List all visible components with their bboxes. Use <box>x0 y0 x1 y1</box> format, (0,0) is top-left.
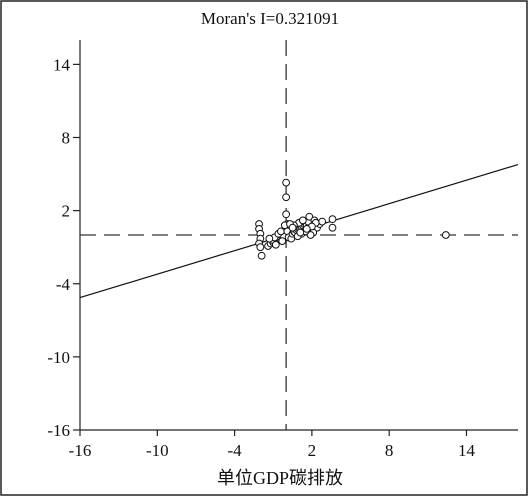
data-point <box>282 178 291 187</box>
x-tick-label: 8 <box>385 441 394 460</box>
x-tick-label: -16 <box>69 441 92 460</box>
data-point <box>282 210 291 219</box>
data-point <box>441 231 450 239</box>
y-tick-label: 8 <box>62 129 71 148</box>
data-point <box>282 193 291 202</box>
x-tick-label: -10 <box>146 441 169 460</box>
y-tick-label: -10 <box>47 348 70 367</box>
data-point <box>257 251 266 260</box>
data-point <box>328 215 337 224</box>
data-point <box>265 234 274 243</box>
data-point <box>298 216 307 225</box>
y-tick-label: -4 <box>56 275 71 294</box>
y-tick-label: 14 <box>53 55 71 74</box>
data-points <box>255 178 450 260</box>
x-tick-label: -4 <box>228 441 243 460</box>
y-tick-label: 2 <box>62 202 71 221</box>
chart-title: Moran's I=0.321091 <box>201 9 339 28</box>
data-point <box>302 225 311 233</box>
data-point <box>318 217 327 226</box>
x-tick-label: 14 <box>458 441 476 460</box>
data-point <box>296 228 305 237</box>
x-axis-ticks: -16 -10 -4 2 8 14 <box>69 430 476 460</box>
y-tick-label: -16 <box>47 421 70 440</box>
data-point <box>305 212 314 221</box>
data-point <box>328 223 337 232</box>
x-tick-label: 2 <box>308 441 317 460</box>
data-point <box>306 231 315 239</box>
data-point <box>271 240 280 249</box>
data-point <box>288 223 297 232</box>
y-axis-ticks: 14 8 2 -4 -10 -16 <box>47 55 80 440</box>
data-point <box>256 243 265 252</box>
data-point <box>278 237 287 245</box>
x-axis-label: 单位GDP碳排放 <box>217 468 343 488</box>
